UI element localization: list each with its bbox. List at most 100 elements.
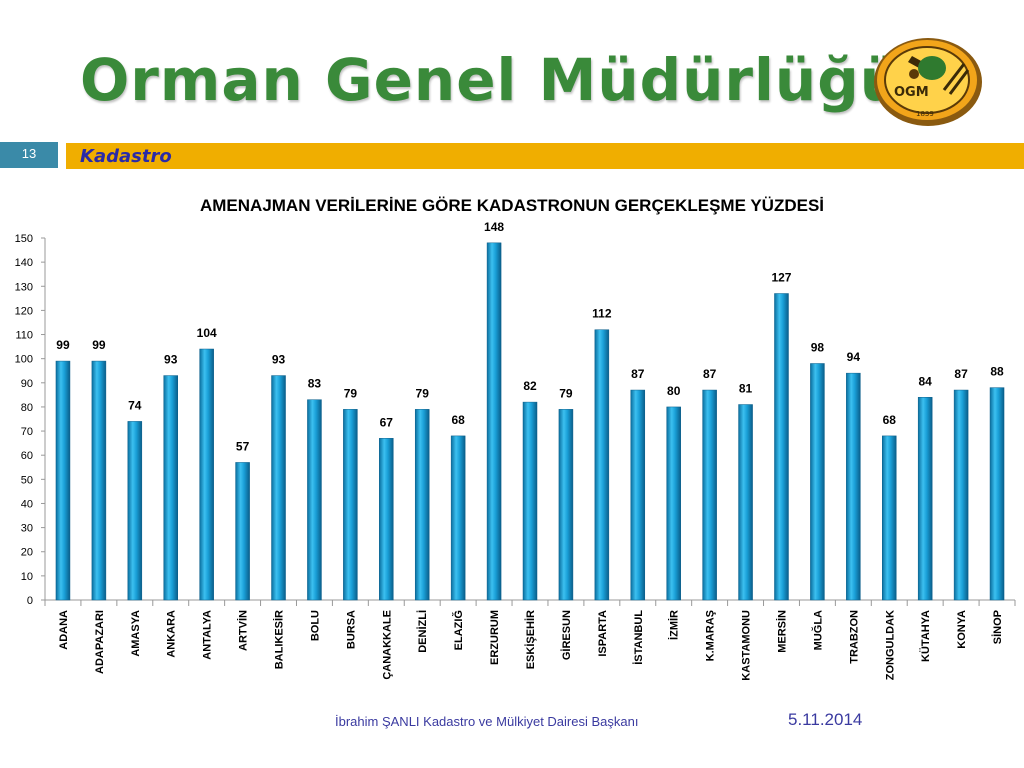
bar	[522, 401, 538, 601]
bar-value-label: 80	[667, 384, 681, 398]
bar	[414, 409, 430, 601]
y-tick-label: 0	[27, 595, 33, 607]
x-tick-label: KASTAMONU	[741, 610, 753, 681]
section-bar	[66, 143, 1024, 169]
x-tick-label: DENİZLİ	[416, 610, 429, 653]
x-tick-label: ESKİŞEHİR	[524, 610, 537, 669]
y-tick-label: 80	[21, 402, 33, 414]
bar	[235, 462, 250, 601]
x-tick-label: İSTANBUL	[632, 610, 645, 665]
y-tick-label: 100	[15, 354, 33, 366]
bar	[486, 242, 502, 601]
x-tick-label: ERZURUM	[489, 610, 501, 665]
section-label: Kadastro	[80, 146, 172, 167]
y-tick-label: 10	[21, 571, 33, 583]
bar-value-label: 93	[272, 353, 286, 367]
logo-text: OGM	[894, 85, 929, 100]
y-tick-label: 150	[15, 233, 33, 245]
x-tick-label: İZMİR	[668, 610, 681, 640]
bar-value-label: 127	[771, 271, 791, 285]
x-tick-label: ADAPAZARI	[94, 610, 106, 674]
y-tick-label: 140	[15, 257, 33, 269]
bar-value-label: 94	[847, 350, 861, 364]
bar-value-label: 148	[484, 220, 504, 234]
x-tick-label: BALIKESİR	[273, 610, 286, 669]
bar-value-label: 67	[380, 415, 394, 429]
bar-value-label: 99	[92, 338, 106, 352]
y-tick-label: 50	[21, 474, 33, 486]
bar	[343, 409, 358, 601]
slide-title: Orman Genel Müdürlüğü	[80, 46, 903, 114]
bar	[379, 438, 394, 601]
y-tick-label: 70	[21, 426, 33, 438]
x-tick-label: GİRESUN	[560, 610, 573, 660]
bar	[307, 399, 322, 601]
footer-author: İbrahim ŞANLI Kadastro ve Mülkiyet Daire…	[335, 714, 639, 729]
x-tick-label: BURSA	[345, 610, 357, 649]
x-tick-label: BOLU	[309, 610, 321, 641]
bar-value-label: 79	[344, 386, 358, 400]
x-tick-label: ELAZIĞ	[452, 610, 465, 650]
x-tick-label: KÜTAHYA	[919, 610, 932, 662]
y-tick-label: 30	[21, 523, 33, 535]
bar-value-label: 87	[631, 367, 645, 381]
bar-value-label: 74	[128, 398, 142, 412]
bar	[738, 404, 753, 601]
bar	[917, 397, 933, 601]
bar	[450, 435, 466, 601]
chart-title: AMENAJMAN VERİLERİNE GÖRE KADASTRONUN GE…	[199, 196, 825, 215]
bar	[774, 293, 789, 601]
x-tick-label: KONYA	[956, 610, 968, 649]
bar-value-label: 84	[919, 374, 933, 388]
x-tick-label: ADANA	[58, 610, 70, 650]
bar-value-label: 98	[811, 340, 825, 354]
y-tick-label: 20	[21, 547, 33, 559]
x-tick-label: K.MARAŞ	[705, 610, 717, 661]
bar-value-label: 57	[236, 439, 250, 453]
bar-value-label: 87	[703, 367, 717, 381]
bar-value-label: 81	[739, 382, 753, 396]
x-tick-label: AMASYA	[130, 610, 142, 657]
y-tick-label: 60	[21, 450, 33, 462]
bar	[702, 389, 717, 601]
bar-value-label: 104	[197, 326, 217, 340]
x-tick-label: ANTALYA	[202, 610, 214, 660]
x-tick-label: MERSİN	[775, 610, 788, 653]
bar-value-label: 88	[990, 365, 1004, 379]
bar-value-label: 79	[559, 386, 573, 400]
bar	[127, 421, 143, 601]
x-tick-label: ARTVİN	[237, 610, 250, 651]
bar	[882, 435, 897, 601]
bar	[558, 409, 574, 601]
bar	[666, 406, 681, 601]
slide-number: 13	[21, 146, 37, 161]
bar-value-label: 112	[592, 307, 612, 321]
y-tick-label: 120	[15, 305, 33, 317]
x-tick-label: SİNOP	[991, 610, 1004, 644]
bar	[989, 387, 1005, 601]
y-tick-label: 90	[21, 378, 33, 390]
x-tick-label: ANKARA	[166, 610, 178, 658]
bar-value-label: 93	[164, 353, 178, 367]
bar	[594, 329, 610, 601]
bar	[630, 389, 646, 601]
bar-value-label: 68	[451, 413, 465, 427]
x-tick-label: TRABZON	[848, 610, 860, 664]
bar	[163, 375, 178, 601]
bar-value-label: 82	[523, 379, 537, 393]
bar-chart: 0 10 20 30 40 50 60 70 80 90 100 110 120 130 140 150 99…	[15, 220, 1016, 681]
bar	[953, 389, 969, 601]
bar	[846, 372, 861, 601]
bar	[199, 348, 214, 601]
slide-number-box	[0, 142, 58, 168]
y-tick-label: 40	[21, 498, 33, 510]
bar	[91, 360, 107, 601]
ogm-logo: OGM 1839	[874, 38, 982, 126]
footer-date: 5.11.2014	[788, 710, 863, 729]
bar	[55, 360, 71, 601]
bar-value-label: 68	[883, 413, 897, 427]
x-tick-label: ÇANAKKALE	[381, 610, 393, 680]
chart-bars: 99 ADANA 99 ADAPAZARI 74 AMASYA 93 ANKARA 104 ANT…	[55, 220, 1005, 681]
bar-value-label: 99	[56, 338, 70, 352]
x-tick-label: ZONGULDAK	[884, 610, 896, 680]
